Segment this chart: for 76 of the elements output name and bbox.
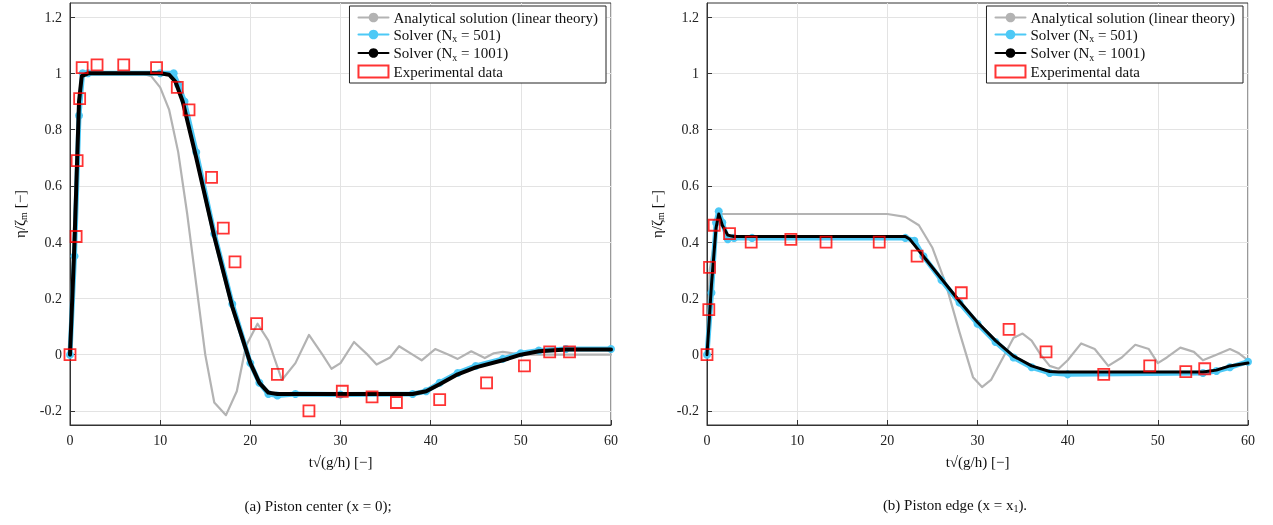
y-tick-label: 0.4 [44, 234, 62, 250]
point [73, 92, 87, 106]
point [702, 303, 716, 317]
point [75, 61, 89, 75]
x-tick-label: 0 [66, 432, 74, 448]
point [543, 345, 557, 359]
x-tick-label: 20 [880, 432, 895, 448]
x-tick-label: 10 [790, 432, 805, 448]
point [335, 384, 349, 398]
point [518, 359, 531, 373]
point [250, 317, 264, 331]
legend-label: Analytical solution (linear theory) [1030, 9, 1236, 27]
point [872, 235, 886, 249]
point [433, 393, 447, 407]
point [1143, 359, 1157, 373]
point [228, 255, 242, 269]
point [703, 261, 716, 274]
y-tick-label: 0.8 [44, 122, 62, 138]
point [150, 61, 163, 75]
point [302, 404, 316, 418]
point [69, 230, 83, 243]
x-tick-label: 30 [970, 432, 985, 448]
point [205, 171, 218, 184]
point [70, 154, 84, 167]
point [1002, 322, 1016, 336]
y-tick-label: 0.8 [681, 122, 699, 138]
y-tick-label: 0.6 [44, 178, 62, 194]
point [182, 103, 196, 117]
point [910, 249, 924, 263]
x-tick-label: 50 [513, 432, 528, 448]
y-tick-label: 0.2 [681, 290, 699, 306]
y-tick-label: 1 [55, 65, 62, 81]
point [365, 390, 379, 404]
x-tick-label: 40 [1060, 432, 1075, 448]
point [390, 396, 403, 409]
point [784, 232, 798, 246]
point [723, 227, 736, 241]
point [1039, 345, 1053, 359]
y-tick-label: 1.2 [681, 9, 699, 25]
x-tick-label: 20 [243, 432, 258, 448]
text: (a) Piston center (x = 0); [244, 498, 392, 515]
point [1097, 367, 1111, 381]
point [819, 235, 833, 249]
x-tick-label: 40 [423, 432, 438, 448]
x-tick-label: 10 [153, 432, 168, 448]
legend-label: Experimental data [393, 63, 504, 80]
y-tick-label: 1.2 [44, 9, 62, 25]
y-tick-label: 0.2 [44, 290, 62, 306]
x-tick-label: 30 [333, 432, 348, 448]
point [170, 81, 184, 94]
y-tick-label: 0 [692, 347, 699, 363]
y-tick-label: -0.2 [676, 403, 699, 419]
legend-label: Experimental data [1030, 63, 1141, 80]
point [1198, 362, 1212, 376]
point [563, 345, 576, 359]
y-tick-label: 0 [55, 347, 62, 363]
x-axis-title: t√(g/h) [−] [945, 454, 1010, 471]
point [744, 235, 758, 249]
y-tick-label: 1 [692, 65, 699, 81]
point [1179, 365, 1193, 378]
point [954, 286, 968, 300]
point [707, 218, 721, 232]
y-tick-label: 0.4 [681, 234, 699, 250]
point [117, 58, 131, 72]
x-tick-label: 60 [604, 432, 618, 448]
point [270, 367, 284, 381]
legend-label: Analytical solution (linear theory) [393, 9, 599, 27]
point [90, 58, 104, 72]
x-tick-label: 0 [703, 432, 711, 448]
y-tick-label: -0.2 [39, 403, 62, 419]
x-axis-title: t√(g/h) [−] [308, 454, 373, 471]
x-tick-label: 60 [1241, 432, 1255, 448]
x-tick-label: 50 [1150, 432, 1165, 448]
point [480, 376, 493, 390]
point [216, 221, 230, 235]
y-tick-label: 0.6 [681, 178, 699, 194]
